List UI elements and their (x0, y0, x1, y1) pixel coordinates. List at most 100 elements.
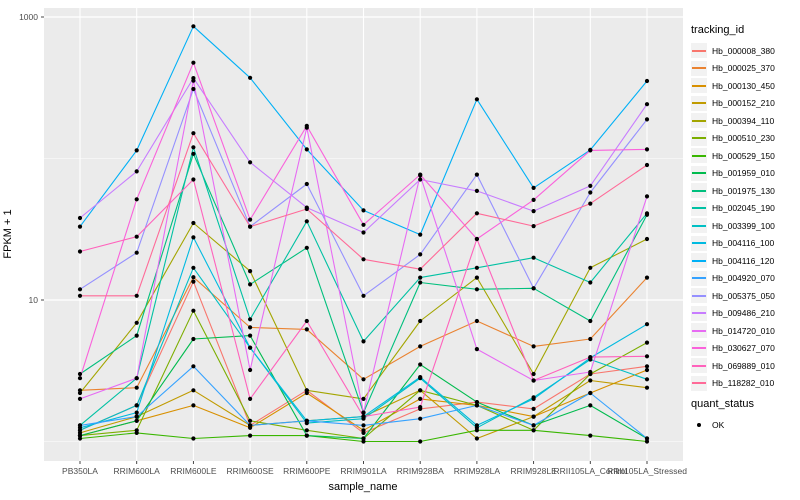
legend-item: Hb_004116_100 (691, 235, 799, 253)
legend-item-label: Hb_005375_050 (712, 290, 775, 301)
legend2-items: OK (691, 416, 799, 434)
legend-key-line (692, 224, 706, 227)
data-point (361, 222, 366, 227)
legend-item: Hb_004116_120 (691, 252, 799, 270)
legend-item-label: Hb_003399_100 (712, 220, 775, 231)
legend-item: Hb_009486_210 (691, 305, 799, 323)
data-point (134, 169, 139, 174)
data-point (418, 177, 423, 182)
data-point (474, 287, 479, 292)
data-point (474, 172, 479, 177)
legend-key-swatch (691, 340, 707, 356)
data-point (191, 235, 196, 240)
data-point (191, 220, 196, 226)
data-point (77, 396, 83, 401)
data-point (248, 333, 253, 338)
data-point (588, 336, 593, 342)
data-point (474, 188, 479, 193)
data-point (191, 364, 196, 369)
data-point (644, 117, 650, 122)
data-point (474, 275, 479, 280)
legend-key-swatch (691, 60, 707, 76)
legend-item: Hb_000008_380 (691, 42, 799, 60)
x-tick-label: RRIM600LA (113, 466, 160, 476)
data-point (191, 403, 196, 408)
legend-item: Hb_000529_150 (691, 147, 799, 165)
data-point (77, 293, 83, 298)
legend-item: Hb_000152_210 (691, 95, 799, 113)
legend-item: Hb_118282_010 (691, 375, 799, 393)
data-point (361, 208, 366, 213)
data-point (588, 183, 593, 188)
legend-key-swatch (691, 165, 707, 181)
y-tick-label: 1000 (19, 12, 38, 22)
data-point (77, 371, 83, 377)
legend-key-line (692, 382, 706, 385)
data-point (134, 320, 139, 325)
data-point (304, 245, 309, 250)
quant-status-label: OK (712, 419, 725, 430)
data-point (248, 325, 253, 330)
data-point (418, 362, 423, 367)
data-point (361, 436, 366, 441)
data-point (134, 410, 139, 415)
data-point (248, 345, 253, 350)
data-point (531, 197, 536, 202)
data-point (588, 265, 593, 270)
data-point (418, 388, 423, 393)
data-point (644, 340, 650, 345)
x-axis-title: sample_name (328, 481, 398, 493)
x-tick-label: RRIM600SE (226, 466, 274, 476)
legend-item-label: Hb_004116_100 (712, 238, 775, 249)
data-point (588, 433, 593, 438)
data-point (248, 269, 253, 274)
data-point (191, 275, 196, 280)
legend-key-swatch (691, 375, 707, 391)
x-tick-label: RRIM928LE (510, 466, 557, 476)
data-point (361, 439, 366, 444)
legend-key-swatch (691, 148, 707, 164)
legend-item-label: Hb_001959_010 (712, 168, 775, 179)
legend-key-swatch (691, 323, 707, 339)
data-point (474, 318, 479, 324)
legend-key-swatch (691, 288, 707, 304)
quant-status-item: OK (691, 416, 799, 434)
data-point (474, 236, 479, 242)
data-point (77, 287, 83, 292)
legend-title: tracking_id (691, 24, 745, 36)
data-point (77, 215, 83, 221)
data-point (531, 396, 536, 401)
data-point (77, 376, 83, 381)
data-point (191, 279, 196, 284)
legend-key-swatch (691, 95, 707, 111)
data-point (304, 318, 309, 324)
legend-key-line (692, 84, 706, 87)
data-point (134, 234, 139, 239)
data-point (304, 123, 309, 128)
data-point (418, 375, 423, 380)
legend-key-line (692, 119, 706, 122)
data-point (418, 439, 423, 444)
data-point (588, 148, 593, 153)
legend-key-swatch (691, 305, 707, 321)
data-point (531, 185, 536, 190)
data-point (644, 377, 650, 382)
data-point (304, 327, 309, 332)
data-point (644, 436, 650, 441)
data-point (531, 255, 536, 260)
x-tick-label: RRIM600LE (170, 466, 217, 476)
data-point (531, 344, 536, 349)
data-point (418, 344, 423, 349)
data-point (588, 378, 593, 383)
data-point (588, 190, 593, 195)
data-point (191, 131, 196, 136)
data-point (191, 177, 196, 182)
data-point (644, 147, 650, 152)
legend-key-line (692, 347, 706, 350)
data-point (361, 377, 366, 382)
data-point (248, 224, 253, 229)
legend-item-label: Hb_000529_150 (712, 150, 775, 161)
legend-item: Hb_004920_070 (691, 270, 799, 288)
data-point (134, 414, 139, 419)
legend-item: Hb_001975_130 (691, 182, 799, 200)
